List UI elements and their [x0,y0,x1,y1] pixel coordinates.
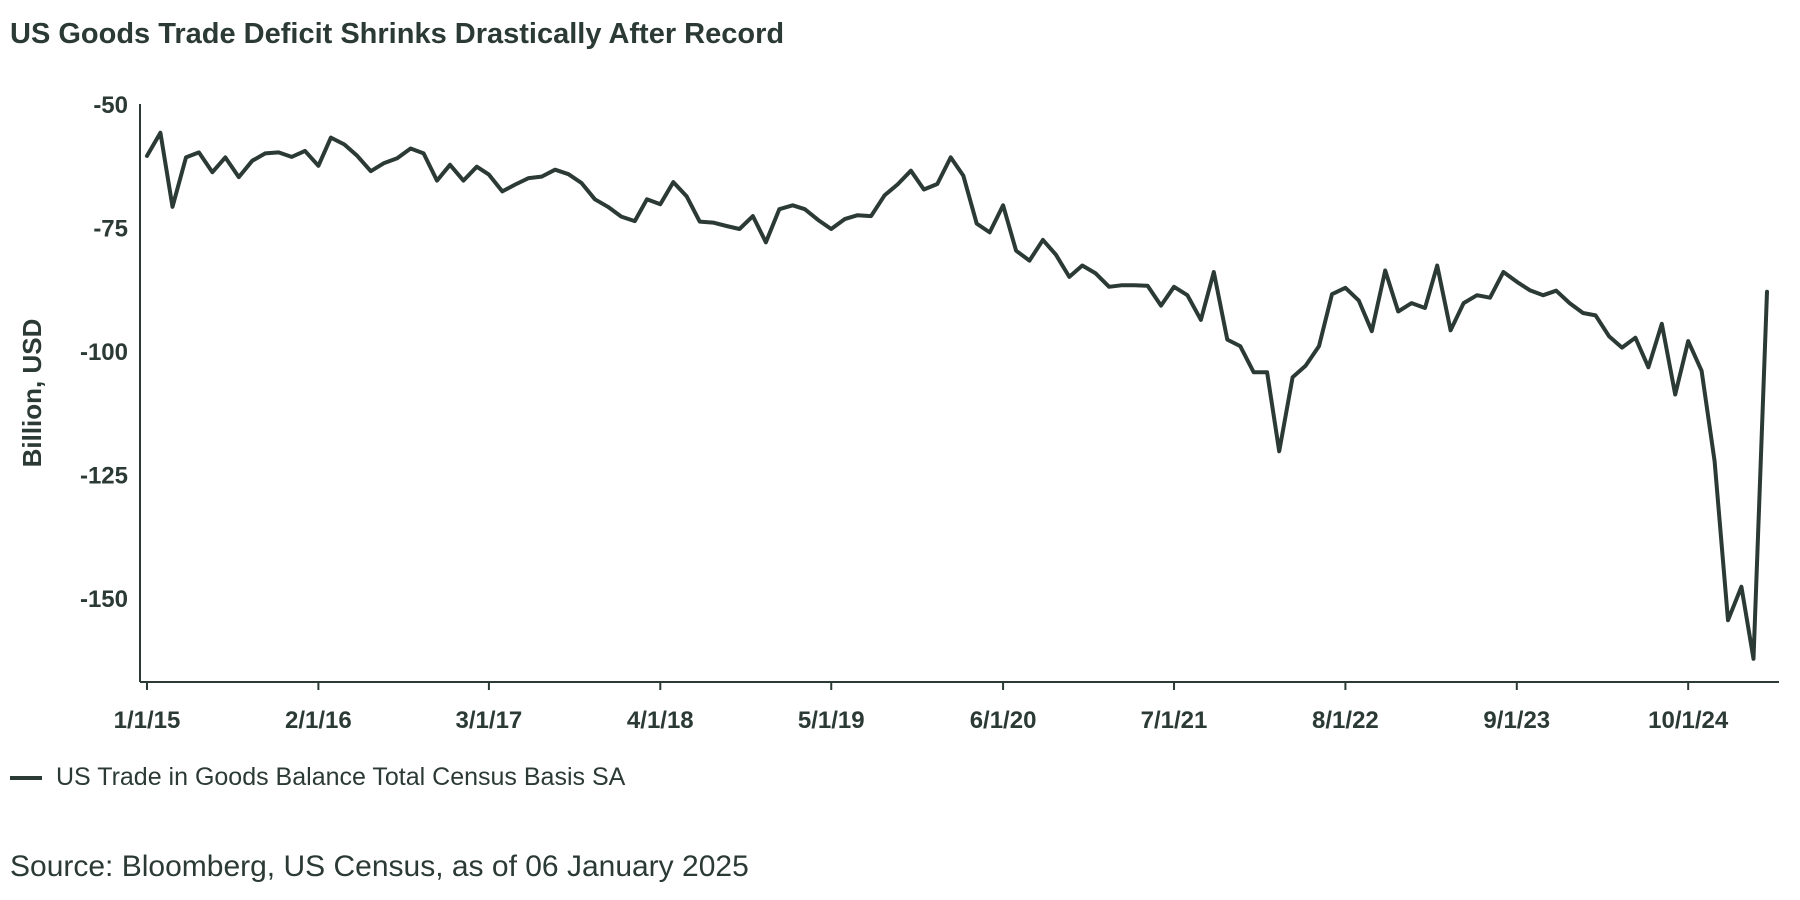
x-tick-label: 10/1/24 [1648,707,1729,734]
legend: US Trade in Goods Balance Total Census B… [10,763,625,792]
x-tick-label: 2/1/16 [285,707,352,734]
y-tick-label: -50 [93,92,128,119]
source-note: Source: Bloomberg, US Census, as of 06 J… [10,850,749,883]
x-tick-label: 9/1/23 [1483,707,1550,734]
chart-title: US Goods Trade Deficit Shrinks Drastical… [10,18,785,50]
x-ticks: 1/1/15 2/1/16 3/1/17 4/1/18 5/1/19 6/1/20 7/1/… [114,682,1729,734]
x-tick-label: 5/1/19 [798,707,865,734]
y-tick-label: -150 [80,586,128,613]
x-tick-label: 3/1/17 [456,707,523,734]
legend-label: US Trade in Goods Balance Total Census B… [56,763,626,791]
y-axis-title: Billion, USD [17,319,47,468]
chart-plot: -50 -75 -100 -125 -150 Billion, USD 1/1/15 2/… [17,92,1779,734]
x-tick-label: 4/1/18 [627,707,694,734]
series-line [145,130,1769,661]
y-axis: -50 -75 -100 -125 -150 Billion, USD [17,92,141,682]
x-axis: 1/1/15 2/1/16 3/1/17 4/1/18 5/1/19 6/1/20 7/1/… [114,681,1779,734]
y-tick-label: -100 [80,339,128,366]
legend-line-swatch [10,775,42,780]
y-tick-label: -75 [93,216,128,243]
y-tick-label: -125 [80,463,128,490]
x-tick-label: 6/1/20 [970,707,1037,734]
series-lines [145,130,1769,661]
x-tick-label: 1/1/15 [114,707,181,734]
x-tick-label: 8/1/22 [1312,707,1379,734]
x-tick-label: 7/1/21 [1141,707,1208,734]
y-tick-labels: -50 -75 -100 -125 -150 [80,92,128,613]
